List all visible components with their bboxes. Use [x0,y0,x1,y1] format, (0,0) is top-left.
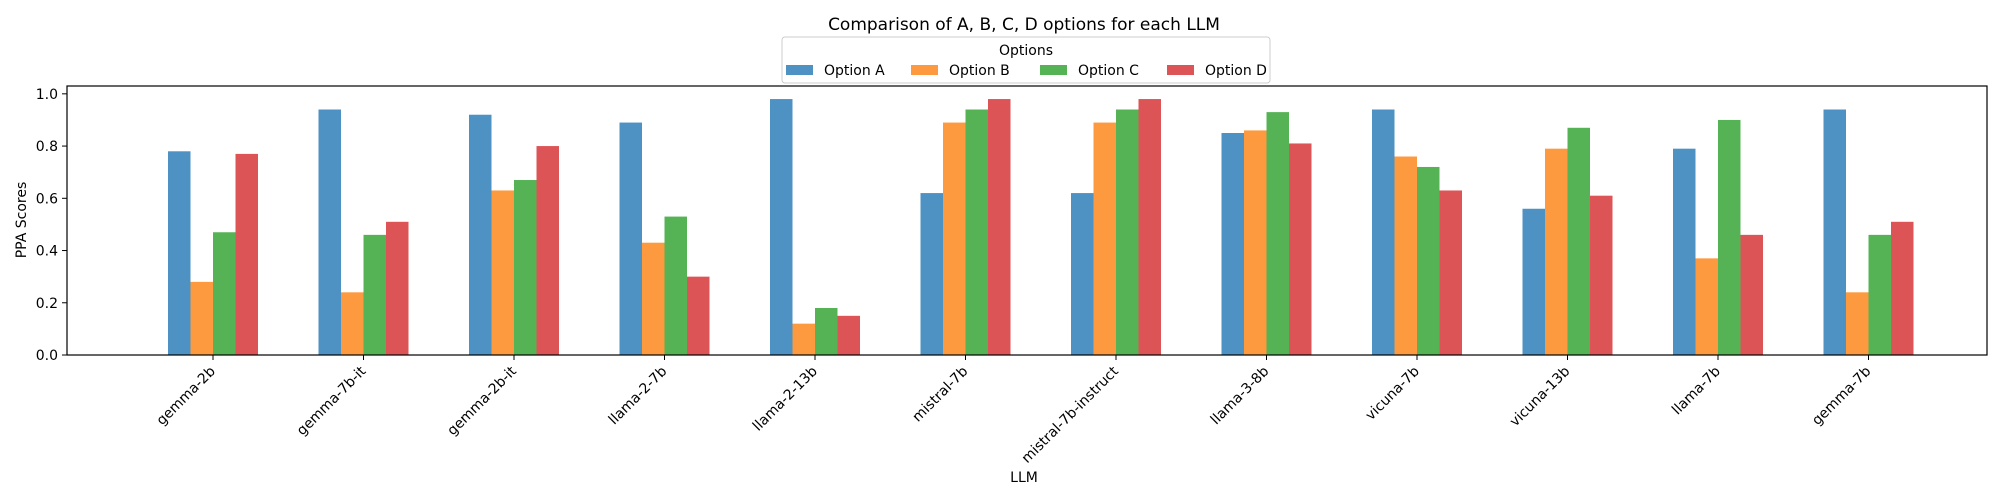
y-axis-label: PPA Scores [14,182,30,259]
y-tick-label: 1.0 [36,87,58,103]
x-axis: gemma-2b gemma-7b-it gemma-2b-it llama-2-7b… [154,355,1874,467]
bar-option-c-gemma-7b-it [363,234,386,355]
legend-label: Option B [949,63,1010,79]
bar-option-b-llama-3-8b [1244,130,1267,355]
bar-option-c-gemma-2b-it [514,180,537,355]
legend-label: Option C [1078,63,1139,79]
bar-option-b-mistral-7b [943,122,966,355]
bars-group [168,99,1914,356]
bar-option-a-gemma-7b-it [318,109,341,355]
y-tick-label: 0.4 [36,244,58,260]
legend-frame [781,36,1271,84]
bar-option-a-vicuna-7b [1372,109,1395,355]
bar-option-b-gemma-7b-it [341,292,364,355]
bar-option-a-llama-7b [1673,148,1696,355]
legend-label: Option A [824,63,885,79]
x-tick-label: llama-2-13b [750,363,821,434]
bar-option-c-vicuna-13b [1567,127,1590,355]
x-tick-label: llama-7b [1669,363,1724,418]
x-tick-label: vicuna-13b [1507,363,1574,430]
bar-option-d-gemma-2b-it [536,146,559,355]
y-tick-label: 0.6 [36,191,58,207]
bar-option-a-gemma-2b-it [469,114,492,356]
x-tick-label: gemma-7b [1809,363,1874,428]
legend-swatch [1167,65,1194,75]
legend-label: Option D [1205,63,1267,79]
bar-option-d-mistral-7b [988,99,1011,355]
x-tick-label: vicuna-7b [1363,363,1423,423]
legend-swatch [911,65,938,75]
bar-option-c-mistral-7b [965,109,988,355]
bar-option-a-llama-3-8b [1221,133,1244,355]
bar-option-d-vicuna-13b [1590,195,1613,355]
bar-option-c-llama-7b [1718,119,1741,356]
bar-option-b-gemma-2b-it [491,190,514,355]
bar-option-a-vicuna-13b [1522,208,1545,355]
bar-option-d-mistral-7b-instruct [1138,99,1161,355]
bar-option-d-vicuna-7b [1439,190,1462,355]
bar-option-c-gemma-2b [213,232,236,355]
bar-option-b-vicuna-7b [1394,156,1417,355]
bar-option-b-gemma-7b [1846,292,1869,355]
bar-option-d-llama-2-7b [687,276,710,355]
y-tick-label: 0.2 [36,296,58,312]
legend: Options Option A Option B Option C Option D [781,36,1271,84]
bar-option-c-llama-2-13b [815,307,838,355]
chart-title: Comparison of A, B, C, D options for eac… [828,15,1220,35]
bar-option-d-gemma-2b [235,153,258,355]
x-axis-label: LLM [1010,470,1038,486]
bar-option-a-llama-2-13b [770,99,793,355]
x-tick-label: mistral-7b-instruct [1019,363,1122,466]
bar-option-b-llama-2-13b [792,323,815,355]
bar-option-d-llama-7b [1740,234,1763,355]
bar-option-a-gemma-7b [1823,109,1846,355]
y-tick-label: 0.8 [36,139,58,155]
x-tick-label: llama-2-7b [606,363,671,428]
bar-option-b-gemma-2b [190,281,213,355]
bar-option-d-llama-3-8b [1289,143,1312,355]
bar-option-c-mistral-7b-instruct [1116,109,1139,355]
y-axis: 0.0 0.2 0.4 0.6 0.8 1.0 [36,87,67,364]
bar-option-c-gemma-7b [1868,234,1891,355]
x-tick-label: llama-3-8b [1208,363,1273,428]
bar-option-b-llama-2-7b [642,242,665,355]
legend-items: Option A Option B Option C Option D [786,63,1267,79]
legend-swatch [786,65,813,75]
x-tick-label: gemma-2b-it [444,363,520,439]
y-tick-label: 0.0 [36,348,58,364]
bar-option-b-llama-7b [1695,258,1718,355]
bar-option-b-mistral-7b-instruct [1093,122,1116,355]
bar-option-a-gemma-2b [168,151,191,355]
plot-frame [66,85,1988,356]
x-tick-label: mistral-7b [910,363,972,425]
legend-title: Options [999,43,1053,59]
bar-option-a-llama-2-7b [619,122,642,355]
x-tick-label: gemma-7b-it [294,363,370,439]
bar-option-c-llama-3-8b [1266,112,1289,355]
bar-option-d-llama-2-13b [837,315,860,355]
bar-option-a-mistral-7b-instruct [1071,193,1094,355]
bar-option-c-llama-2-7b [664,216,687,355]
bar-option-d-gemma-7b [1891,221,1914,355]
bar-option-a-mistral-7b [920,193,943,355]
legend-swatch [1040,65,1067,75]
bar-option-d-gemma-7b-it [386,221,409,355]
bar-option-b-vicuna-13b [1545,148,1568,355]
bar-option-c-vicuna-7b [1417,166,1440,355]
x-tick-label: gemma-2b [154,363,219,428]
